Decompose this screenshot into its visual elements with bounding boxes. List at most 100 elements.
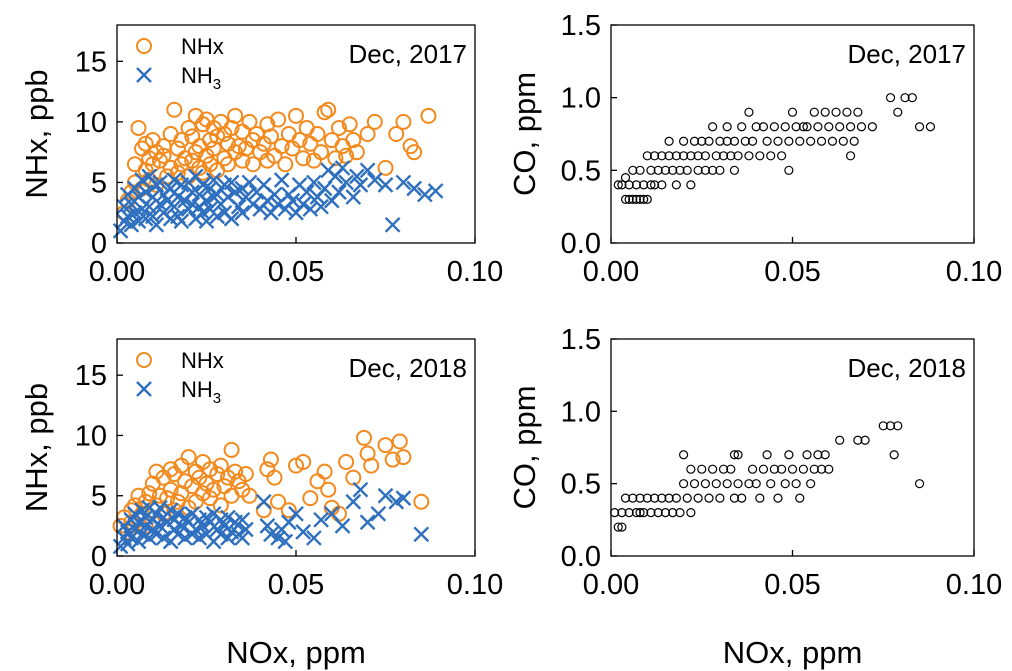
chart-bottom-left-ytick-label-0: 0 (91, 541, 107, 573)
chart-top-left-point-0-49 (219, 156, 236, 173)
chart-top-right-point-0-83 (835, 122, 845, 132)
chart-top-left-point-0-76 (298, 119, 315, 136)
chart-top-right-point-0-30 (678, 151, 689, 161)
chart-bottom-right-point-0-35 (722, 479, 732, 489)
chart-bottom-right-point-0-16 (660, 507, 671, 518)
chart-bottom-right-point-0-51 (777, 464, 787, 474)
chart-bottom-right-point-0-5 (624, 507, 634, 518)
chart-top-left-ytick-label-1: 5 (91, 167, 107, 199)
chart-bottom-right: 0.00 0.05 0.10 0.0 0.5 1.0 1.5 CO, ppm NOx, ppm D… (507, 324, 1002, 670)
chart-top-left-point-1-96 (366, 172, 383, 188)
chart-top-left-point-0-60 (245, 156, 262, 173)
chart-bottom-left-point-1-62-stroke-b (270, 530, 286, 546)
chart-bottom-left-point-1-56 (234, 511, 251, 528)
chart-top-right-point-0-49 (722, 136, 732, 146)
chart-bottom-left-legend: NHx NH3 (136, 348, 224, 407)
chart-top-right-point-0-72 (795, 136, 805, 146)
chart-top-left-point-1-98-stroke-b (384, 216, 401, 233)
chart-top-right-point-0-96 (914, 122, 925, 132)
chart-bottom-right-point-0-6 (628, 493, 638, 503)
chart-top-right-point-0-70 (787, 107, 798, 117)
chart-top-left-point-0-71 (280, 126, 297, 142)
chart-bottom-left-series-nh3 (112, 481, 430, 555)
chart-top-left-point-0-82 (320, 101, 337, 118)
chart-bottom-left-point-1-66 (288, 505, 304, 522)
chart-bottom-left-point-0-40 (209, 466, 226, 483)
chart-top-left-point-1-71-stroke-b (266, 186, 283, 203)
chart-top-left-point-0-20 (162, 126, 179, 142)
chart-bottom-right-point-0-39 (733, 450, 743, 460)
chart-top-right-point-0-35 (689, 136, 700, 146)
chart-bottom-right-point-0-25 (686, 507, 696, 518)
chart-top-left-point-0-22 (166, 101, 183, 118)
chart-bottom-right-point-0-30 (704, 493, 714, 503)
chart-top-right-point-0-56 (744, 151, 754, 161)
chart-bottom-left-ytick-label-3: 15 (75, 360, 107, 392)
chart-top-left-point-1-33-stroke-b (173, 213, 190, 230)
chart-top-left-point-0-69 (273, 138, 290, 155)
chart-top-right-point-0-69 (784, 136, 794, 146)
chart-top-left-point-1-14-stroke-b (137, 184, 154, 200)
chart-top-left-point-0-18 (155, 147, 172, 164)
chart-top-left-point-1-68-stroke-b (255, 177, 272, 193)
chart-bottom-right-point-0-32 (711, 479, 721, 489)
chart-bottom-right-point-0-65 (835, 435, 845, 445)
chart-top-left-xtick-label-0: 0.00 (89, 256, 145, 288)
chart-top-left-point-0-81 (316, 104, 333, 121)
chart-bottom-left-point-1-75 (370, 505, 387, 522)
chart-top-left-legend-marker-0 (136, 38, 152, 54)
chart-bottom-left-point-1-67-stroke-b (295, 524, 312, 540)
chart-top-left-point-1-16-stroke-b (141, 168, 158, 185)
chart-top-left-point-1-91-stroke-b (338, 174, 354, 191)
chart-top-left-point-1-28 (166, 198, 183, 215)
chart-top-right-point-0-4 (624, 194, 634, 204)
chart-top-left-point-0-66 (262, 128, 279, 145)
chart-top-left-point-0-4 (126, 156, 143, 173)
chart-top-right-point-0-17 (646, 165, 656, 175)
chart-top-right-point-0-82 (831, 107, 841, 117)
chart-bottom-right-point-0-12 (646, 507, 656, 518)
chart-top-right-point-0-39 (700, 165, 710, 175)
chart-bottom-left-ytick-label-2: 10 (75, 420, 107, 452)
chart-top-right-point-0-43 (708, 165, 718, 175)
chart-bottom-right-point-0-14 (653, 507, 663, 518)
chart-bottom-right-point-0-52 (780, 479, 790, 489)
chart-top-right-point-0-32 (682, 165, 692, 175)
chart-top-left-point-0-25 (173, 132, 190, 149)
chart-top-left-point-1-14 (137, 184, 154, 200)
chart-top-right-point-0-29 (675, 165, 685, 175)
chart-bottom-left-point-1-56-stroke-b (234, 511, 251, 528)
chart-top-right-point-0-66 (777, 151, 787, 161)
chart-bottom-right-point-0-57 (798, 464, 808, 474)
chart-bottom-left-point-1-71-stroke-b (334, 518, 351, 534)
chart-bottom-right-point-0-26 (689, 479, 700, 489)
chart-top-right-xtick-label-1: 0.05 (764, 256, 820, 288)
chart-top-left-point-1-96-stroke-b (366, 172, 383, 188)
chart-bottom-right-point-0-63 (820, 450, 830, 460)
chart-bottom-left-point-1-64-stroke-b (277, 533, 294, 550)
chart-top-left-point-1-22 (152, 174, 168, 191)
chart-top-left-point-0-36 (194, 116, 211, 133)
chart-bottom-left-point-0-20 (162, 461, 179, 478)
chart-bottom-left-point-0-42 (212, 457, 229, 474)
chart-bottom-left-point-1-76 (377, 487, 394, 504)
chart-top-right-point-0-76 (809, 107, 819, 117)
chart-bottom-left-point-0-57 (280, 502, 297, 519)
chart-top-left-point-1-80 (298, 184, 315, 200)
chart-bottom-left-point-0-55 (266, 469, 283, 486)
chart-bottom-left-legend-label-main-0: NHx (181, 348, 224, 373)
chart-bottom-left-point-0-63 (320, 481, 337, 498)
chart-top-right-ytick-label-2: 1.0 (561, 83, 601, 115)
chart-top-right-point-0-91 (867, 122, 877, 132)
chart-bottom-right-xlabel: NOx, ppm (723, 635, 863, 670)
chart-top-left-point-0-45 (209, 128, 226, 145)
chart-top-right-point-0-3 (620, 173, 631, 183)
chart-top-right-point-0-1 (617, 180, 627, 190)
chart-top-right-point-0-14 (642, 194, 652, 204)
chart-bottom-right-point-0-48 (766, 479, 776, 489)
chart-top-left-point-1-98 (384, 216, 401, 233)
chart-bottom-left-point-1-78-stroke-b (395, 490, 412, 506)
chart-top-right-point-0-18 (649, 151, 660, 161)
chart-bottom-left-annotation: Dec, 2018 (348, 353, 467, 383)
